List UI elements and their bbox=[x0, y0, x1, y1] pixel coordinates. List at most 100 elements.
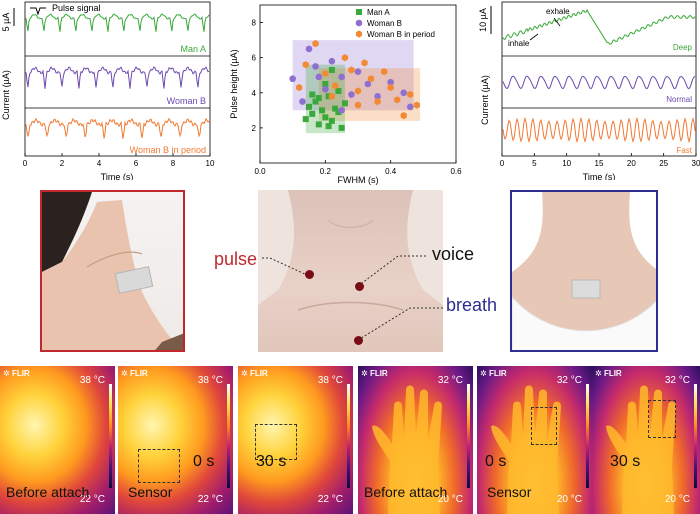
trace-label-man-a: Man A bbox=[180, 44, 206, 54]
scatter-point bbox=[319, 107, 326, 114]
legend-label: Woman B in period bbox=[367, 30, 435, 39]
scatter-point bbox=[400, 89, 408, 97]
neck-side-illustration bbox=[42, 192, 183, 350]
scatter-point bbox=[325, 123, 332, 130]
scatter-point bbox=[335, 88, 342, 95]
flir-text: FLIR bbox=[129, 369, 148, 378]
flir-logo: ✲ FLIR bbox=[361, 369, 388, 378]
color-scale-bar bbox=[467, 384, 470, 488]
color-scale-bar bbox=[347, 384, 350, 488]
thermal-label: Sensor bbox=[487, 484, 532, 500]
scatter-point bbox=[322, 85, 329, 93]
trace-label-deep: Deep bbox=[673, 43, 693, 52]
scatter-point bbox=[374, 98, 381, 106]
temp-max: 32 °C bbox=[556, 375, 582, 386]
color-scale-bar bbox=[227, 384, 230, 488]
x-tick-label: 30 bbox=[692, 159, 700, 168]
y-tick-label: 6 bbox=[252, 54, 257, 63]
y-tick-label: 8 bbox=[252, 19, 257, 28]
legend-label: Woman B bbox=[367, 19, 402, 28]
flir-text: FLIR bbox=[603, 369, 622, 378]
scatter-axes: 0.0 0.2 0.4 0.6 2 4 6 8 bbox=[252, 19, 463, 176]
thermal-image: ✲ FLIR 38 °C 22 °C Before attach bbox=[0, 366, 115, 514]
breath-traces-panel: 10 µA Current (µA) inhale exhale Deep No… bbox=[478, 1, 700, 180]
scale-bar-label: 10 µA bbox=[478, 8, 488, 32]
scatter-point bbox=[361, 59, 368, 67]
neck-side-photo bbox=[40, 190, 185, 352]
flir-logo: ✲ FLIR bbox=[3, 369, 30, 378]
trace-label-fast: Fast bbox=[676, 146, 692, 155]
scatter-point bbox=[381, 68, 388, 76]
scatter-point bbox=[312, 63, 319, 70]
x-tick-label: 2 bbox=[60, 159, 65, 168]
trace-label-woman-b: Woman B bbox=[167, 96, 206, 106]
x-axis-label: FWHM (s) bbox=[338, 175, 379, 185]
hand-shape bbox=[372, 385, 442, 514]
scatter-point bbox=[407, 90, 414, 99]
scatter-point bbox=[322, 69, 329, 78]
x-tick-label: 0.2 bbox=[320, 167, 332, 176]
x-tick-label: 0 bbox=[23, 159, 28, 168]
scatter-point bbox=[289, 75, 296, 83]
thermal-image: ✲ FLIR 32 °C 20 °C 30 s bbox=[592, 366, 700, 514]
pulse-signal-icon bbox=[30, 7, 46, 16]
scatter-point bbox=[328, 92, 335, 100]
trace-fast bbox=[502, 116, 696, 144]
scatter-point bbox=[306, 103, 312, 110]
y-axis-label: Pulse height (µA) bbox=[229, 49, 239, 118]
thermal-time: 0 s bbox=[193, 453, 215, 470]
scatter-point bbox=[315, 73, 323, 81]
scatter-point bbox=[328, 66, 335, 73]
scatter-point bbox=[312, 98, 319, 105]
x-tick-label: 15 bbox=[595, 159, 604, 168]
thermal-label: Before attach bbox=[364, 484, 448, 500]
legend: Man A Woman B Woman B in period bbox=[355, 8, 435, 39]
neck-back-illustration bbox=[512, 192, 656, 350]
scatter-point bbox=[354, 68, 362, 76]
legend-marker bbox=[355, 30, 363, 38]
x-axis-label: Time (s) bbox=[583, 172, 616, 180]
color-scale-bar bbox=[109, 384, 112, 488]
x-tick-label: 4 bbox=[97, 159, 102, 168]
scatter-point bbox=[332, 82, 339, 90]
arrow-icon bbox=[529, 33, 539, 41]
thermal-image: ✲ FLIR 38 °C 22 °C 30 s bbox=[238, 366, 353, 514]
trace-woman-b-in-period bbox=[25, 117, 210, 139]
scatter-point bbox=[302, 116, 309, 123]
breath-point bbox=[354, 336, 363, 345]
scatter-point bbox=[364, 80, 372, 88]
scatter-point bbox=[387, 83, 394, 92]
scatter-point bbox=[322, 114, 329, 121]
scatter-point bbox=[367, 75, 375, 83]
scatter-point bbox=[413, 101, 420, 109]
flir-text: FLIR bbox=[249, 369, 268, 378]
pulse-signal-label: Pulse signal bbox=[52, 3, 101, 13]
scatter-point bbox=[338, 124, 345, 131]
scatter-point bbox=[309, 91, 316, 98]
scatter-point bbox=[309, 110, 316, 117]
scatter-point bbox=[315, 95, 322, 102]
scatter-point bbox=[400, 112, 407, 120]
scatter-point bbox=[312, 40, 319, 48]
x-tick-label: 6 bbox=[134, 159, 139, 168]
scatter-point bbox=[341, 54, 349, 62]
thermal-label: Sensor bbox=[128, 484, 173, 500]
x-axis-ticks: 0 2 4 6 8 10 bbox=[23, 153, 215, 168]
pulse-traces-panel: 5 µA Pulse signal Current (µA) Man A Wom… bbox=[1, 1, 215, 180]
sensor-region bbox=[648, 400, 676, 438]
flir-logo: ✲ FLIR bbox=[595, 369, 622, 378]
voice-point bbox=[355, 282, 364, 291]
trace-man-a bbox=[25, 13, 210, 32]
x-tick-label: 0.0 bbox=[254, 167, 266, 176]
x-tick-label: 10 bbox=[562, 159, 571, 168]
hand-shape bbox=[491, 385, 561, 514]
scatter-point bbox=[387, 78, 394, 86]
x-tick-label: 20 bbox=[627, 159, 636, 168]
temp-min: 20 °C bbox=[556, 494, 582, 505]
trace-label-woman-b-in-period: Woman B in period bbox=[130, 145, 206, 155]
thermal-time: 30 s bbox=[256, 453, 287, 470]
color-scale-bar bbox=[586, 384, 589, 488]
temp-min: 20 °C bbox=[437, 494, 463, 505]
scatter-point bbox=[406, 103, 414, 111]
thermal-time: 0 s bbox=[485, 453, 507, 470]
